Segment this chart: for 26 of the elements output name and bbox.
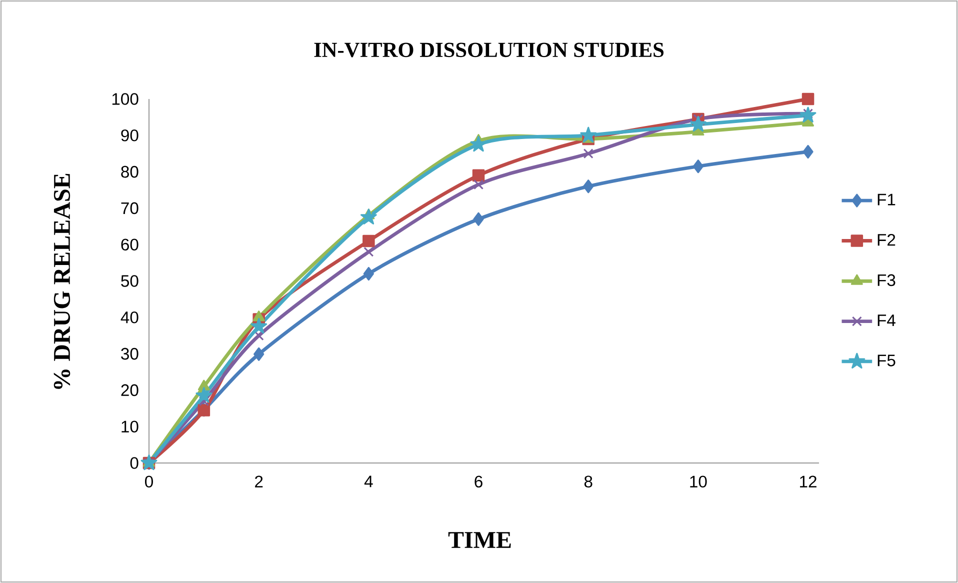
legend-label: F2: [878, 234, 896, 246]
y-tick-label: 90: [121, 130, 138, 142]
chart-title: IN-VITRO DISSOLUTION STUDIES: [314, 42, 664, 58]
y-tick-label: 0: [130, 457, 138, 469]
y-tick-label: 30: [121, 348, 138, 360]
y-tick-label: 70: [121, 202, 138, 214]
y-tick-label: 60: [121, 238, 138, 251]
x-tick-label: 4: [364, 476, 373, 488]
legend-label: F1: [878, 194, 896, 206]
y-tick-label: 10: [122, 420, 138, 433]
y-tick-label: 80: [121, 166, 138, 178]
y-tick-label: 50: [121, 275, 138, 287]
legend-label: F3: [878, 274, 896, 286]
x-tick-label: 10: [690, 476, 707, 488]
x-axis-title: TIME: [448, 532, 511, 548]
y-tick-label: 40: [120, 312, 138, 324]
y-tick-label: 100: [112, 93, 138, 105]
legend-label: F4: [878, 314, 896, 326]
x-tick-label: 6: [474, 476, 482, 488]
legend-label: F5: [878, 354, 896, 366]
x-tick-label: 2: [255, 476, 263, 488]
x-tick-label: 12: [800, 476, 816, 488]
y-tick-label: 20: [121, 384, 138, 396]
y-axis-title: % DRUG RELEASE: [54, 174, 70, 389]
x-tick-label: 0: [145, 476, 153, 488]
x-tick-label: 8: [584, 476, 592, 488]
